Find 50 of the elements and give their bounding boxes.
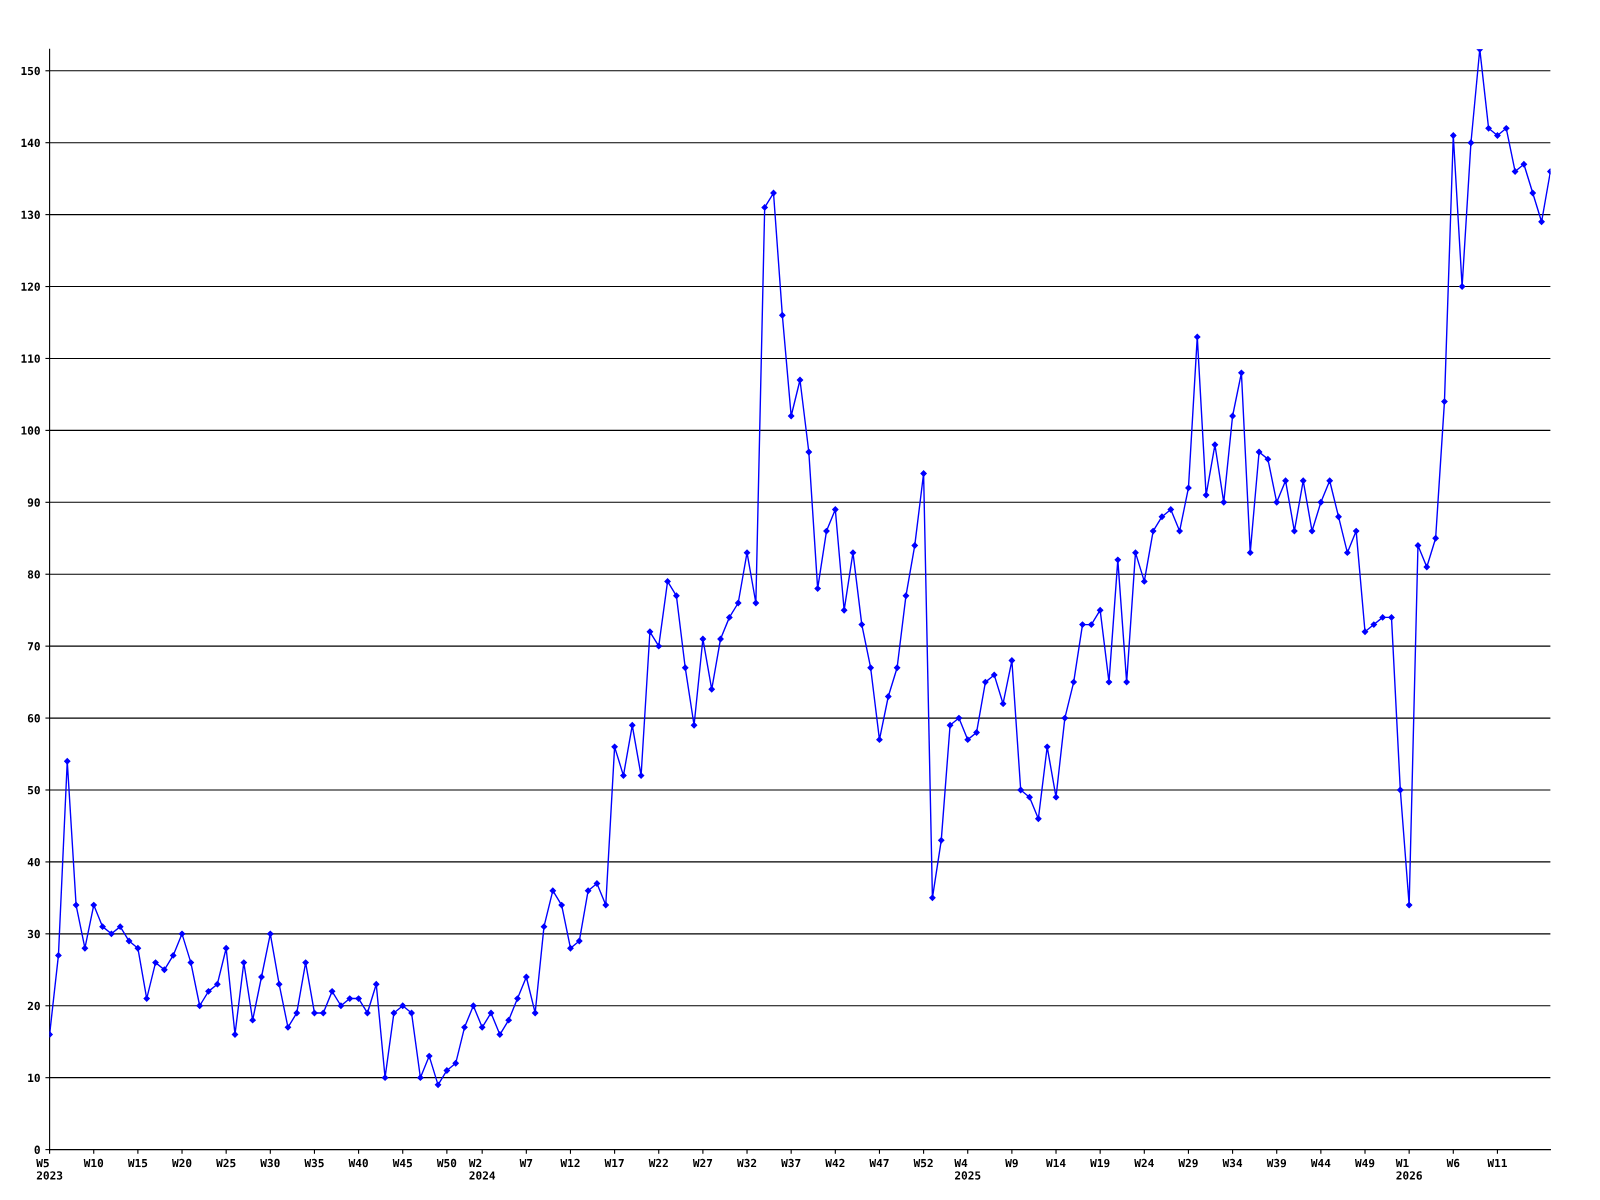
x-tick-label: W19 — [1090, 1158, 1110, 1168]
x-tick-label: W45 — [392, 1158, 413, 1168]
x-tick-label: W17 — [604, 1158, 624, 1168]
x-tick-label: W1 2026 — [1395, 1158, 1422, 1180]
x-tick-label: W40 — [348, 1158, 368, 1168]
y-tick-label: 140 — [21, 138, 40, 148]
y-tick-label: 130 — [21, 210, 40, 219]
y-tick-label: 40 — [27, 857, 40, 867]
x-tick-label: W2 2024 — [468, 1158, 496, 1180]
y-tick-label: 0 — [34, 1145, 40, 1154]
x-tick-label: W5 2023 — [36, 1158, 63, 1180]
x-tick-label: W32 — [737, 1158, 757, 1168]
y-tick-label: 20 — [27, 1001, 40, 1011]
x-tick-label: W39 — [1266, 1158, 1287, 1168]
x-tick-label: W4 2025 — [954, 1158, 981, 1180]
x-tick-label: W7 — [519, 1158, 533, 1168]
y-tick-label: 150 — [21, 66, 40, 76]
y-tick-label: 110 — [21, 354, 40, 363]
x-tick-label: W42 — [825, 1158, 845, 1168]
y-tick-label: 60 — [27, 714, 40, 723]
y-tick-label: 100 — [21, 426, 40, 435]
x-tick-label: W44 — [1310, 1158, 1331, 1168]
y-tick-label: 50 — [27, 785, 40, 795]
y-tick-label: 70 — [27, 642, 40, 651]
x-tick-label: W29 — [1178, 1158, 1198, 1168]
x-tick-label: W30 — [260, 1158, 280, 1168]
x-tick-label: W9 — [1005, 1158, 1018, 1168]
x-tick-label: W52 — [913, 1158, 933, 1168]
x-tick-label: W11 — [1487, 1158, 1507, 1168]
x-tick-label: W22 — [648, 1158, 668, 1168]
x-tick-label: W49 — [1354, 1158, 1375, 1168]
x-tick-label: W24 — [1134, 1158, 1154, 1168]
x-tick-label: W14 — [1045, 1158, 1066, 1168]
x-tick-label: W12 — [560, 1158, 580, 1168]
x-tick-label: W35 — [304, 1158, 324, 1168]
y-tick-label: 120 — [21, 282, 40, 291]
x-tick-label: W10 — [83, 1158, 104, 1168]
x-tick-label: W50 — [436, 1158, 457, 1168]
y-tick-label: 90 — [27, 498, 40, 507]
x-tick-label: W37 — [781, 1158, 801, 1168]
x-tick-label: W27 — [692, 1158, 713, 1168]
y-tick-label: 10 — [28, 1073, 40, 1083]
x-tick-label: W20 — [171, 1158, 192, 1168]
x-tick-label: W15 — [127, 1158, 148, 1168]
y-tick-label: 80 — [27, 570, 40, 579]
y-tick-label: 30 — [27, 929, 40, 939]
x-tick-label: W34 — [1222, 1158, 1243, 1168]
x-tick-label: W47 — [869, 1158, 889, 1168]
x-tick-label: W6 — [1446, 1158, 1460, 1168]
x-tick-label: W25 — [216, 1158, 236, 1168]
